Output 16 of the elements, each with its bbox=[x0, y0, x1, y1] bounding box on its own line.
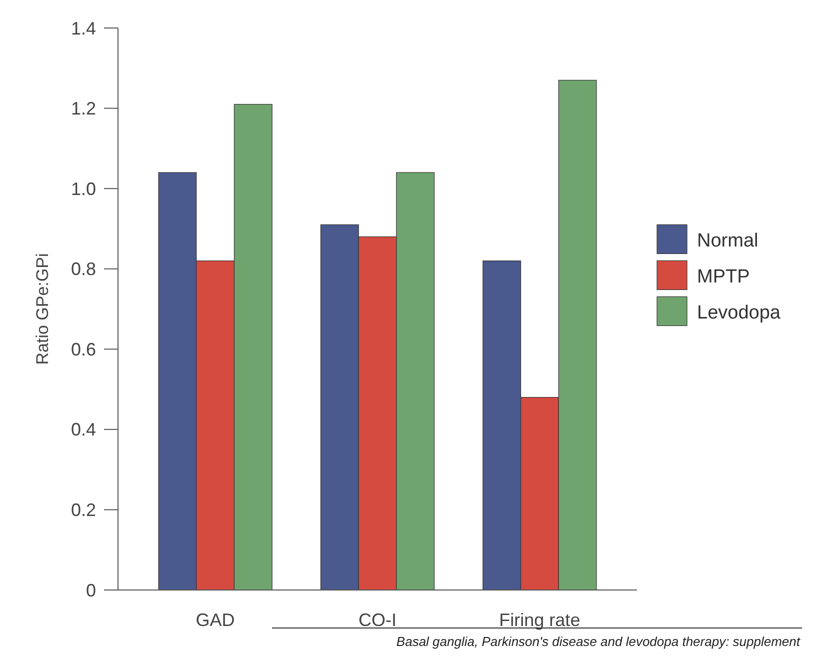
text: Basal ganglia, Parkinson's disease and levodopa therapy: supplement bbox=[396, 634, 802, 649]
y-tick-label: 0.2 bbox=[70, 500, 96, 520]
x-tick-label: GAD bbox=[196, 610, 235, 630]
y-tick-label: 1.4 bbox=[70, 18, 96, 38]
legend-label: Normal bbox=[697, 230, 758, 252]
y-tick-label: 0.4 bbox=[70, 420, 96, 440]
y-tick-label: 1.2 bbox=[70, 98, 96, 119]
y-tick-label: 0.6 bbox=[70, 339, 96, 360]
x-tick-label: Firing rate bbox=[499, 610, 580, 630]
legend-label: MPTP bbox=[697, 266, 750, 288]
y-axis-title: Ratio GPe:GPi bbox=[33, 253, 52, 365]
y-tick-label: 0.8 bbox=[70, 259, 96, 280]
legend-label: Levodopa bbox=[697, 302, 781, 324]
y-tick-label: 0 bbox=[86, 580, 96, 600]
y-tick-label: 1.0 bbox=[70, 178, 96, 199]
x-tick-label: CO-I bbox=[358, 610, 396, 630]
